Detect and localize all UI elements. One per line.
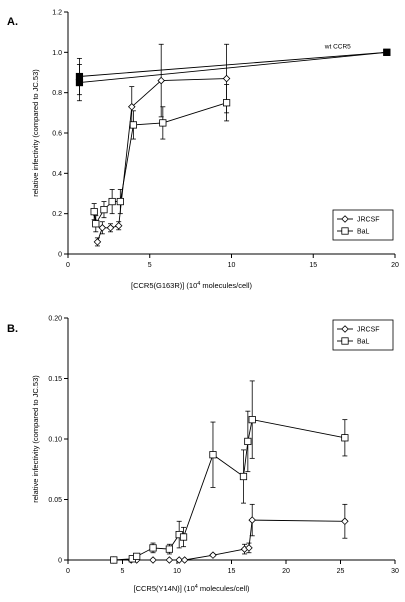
legend-entry: JRCSF [357, 217, 380, 224]
data-point [100, 206, 108, 214]
legend: JRCSF BaL [332, 319, 394, 351]
legend-entry: JRCSF [357, 327, 380, 334]
data-point [114, 222, 123, 230]
data-point [383, 48, 391, 56]
data-point [157, 76, 165, 85]
x-tick-label: 20 [282, 568, 290, 575]
data-point [149, 544, 157, 552]
panel-label: B. [7, 323, 18, 335]
data-point [106, 224, 115, 232]
y-tick-label: 0 [58, 252, 62, 259]
y-tick-label: 0.2 [52, 211, 62, 218]
data-point [248, 416, 256, 424]
data-point [175, 556, 183, 564]
data-point [341, 434, 349, 442]
data-point [244, 437, 252, 446]
data-point [75, 78, 84, 87]
legend-box [332, 319, 394, 351]
x-tick-label: 25 [337, 568, 345, 575]
data-point [209, 451, 217, 459]
y-tick-label: 0.8 [52, 90, 62, 97]
legend-entry: BaL [357, 339, 370, 346]
chart-panel-a: A. 0 0.2 0.4 0.6 0.8 1.0 1.2 0 5 10 15 20 relative in… [7, 10, 399, 291]
data-point [245, 544, 253, 552]
series-jrcsf [110, 503, 349, 564]
y-tick-label: 1.0 [52, 50, 62, 57]
y-tick-label: 0.05 [48, 497, 62, 504]
data-point [165, 556, 174, 564]
chart-panel-b: B. 0 0.05 0.10 0.15 0.20 0 5 10 15 20 25 30 relative … [7, 316, 399, 594]
y-tick-label: 0.15 [48, 376, 62, 383]
data-point [180, 556, 189, 564]
y-tick-label: 1.2 [52, 10, 62, 17]
series-bal [75, 48, 391, 233]
y-axis-label: relative infectivity (compared to JC.53) [31, 375, 40, 503]
x-tick-label: 0 [66, 262, 70, 269]
data-point [248, 516, 256, 524]
x-axis-label: [CCR5(G163R)] (104 molecules/cell) [131, 281, 253, 290]
y-tick-label: 0.20 [48, 316, 62, 323]
data-point [92, 220, 100, 228]
legend-entry: BaL [357, 229, 370, 236]
annotation-label: wt CCR5 [324, 43, 351, 50]
series-line [113, 419, 345, 561]
x-tick-label: 20 [391, 262, 399, 269]
x-tick-label: 0 [66, 568, 70, 575]
data-point [90, 208, 98, 216]
series-line [79, 51, 387, 84]
data-point [209, 551, 217, 559]
data-point [222, 99, 231, 107]
x-tick-label: 10 [173, 568, 181, 575]
x-tick-label: 30 [391, 568, 399, 575]
data-point [341, 517, 349, 526]
legend-marker [341, 227, 349, 235]
y-axis-label: relative infectivity (compared to JC.53) [31, 69, 40, 197]
data-point [98, 224, 107, 232]
y-tick-label: 0.6 [52, 131, 62, 138]
data-point [165, 545, 173, 553]
legend-marker [341, 325, 349, 333]
series-bal [110, 380, 349, 564]
series-line [113, 519, 345, 561]
data-point [179, 533, 188, 541]
data-point [116, 197, 124, 206]
data-point [110, 556, 118, 564]
legend-box [332, 209, 394, 241]
panel-label: A. [7, 16, 18, 28]
x-tick-label: 5 [148, 262, 152, 269]
x-tick-label: 5 [121, 568, 125, 575]
data-point [239, 472, 248, 481]
y-tick-label: 0.10 [48, 437, 62, 444]
x-tick-label: 15 [228, 568, 236, 575]
data-point [149, 556, 157, 564]
legend: JRCSF BaL [332, 209, 394, 241]
series-jrcsf [75, 43, 391, 247]
data-point [93, 238, 102, 246]
data-point [159, 119, 167, 127]
series-line [79, 51, 387, 77]
data-point [129, 121, 137, 129]
x-tick-label: 10 [228, 262, 236, 269]
series-line [96, 78, 227, 243]
data-point [133, 552, 141, 560]
y-tick-label: 0.4 [52, 171, 62, 178]
legend-marker [341, 337, 349, 345]
legend-marker [341, 215, 349, 223]
data-point [222, 74, 231, 83]
data-point [127, 103, 136, 111]
x-axis-label: [CCR5(Y14N)] (104 molecules/cell) [133, 584, 250, 593]
x-tick-label: 15 [309, 262, 317, 269]
y-tick-label: 0 [58, 558, 62, 565]
data-point [108, 197, 116, 206]
